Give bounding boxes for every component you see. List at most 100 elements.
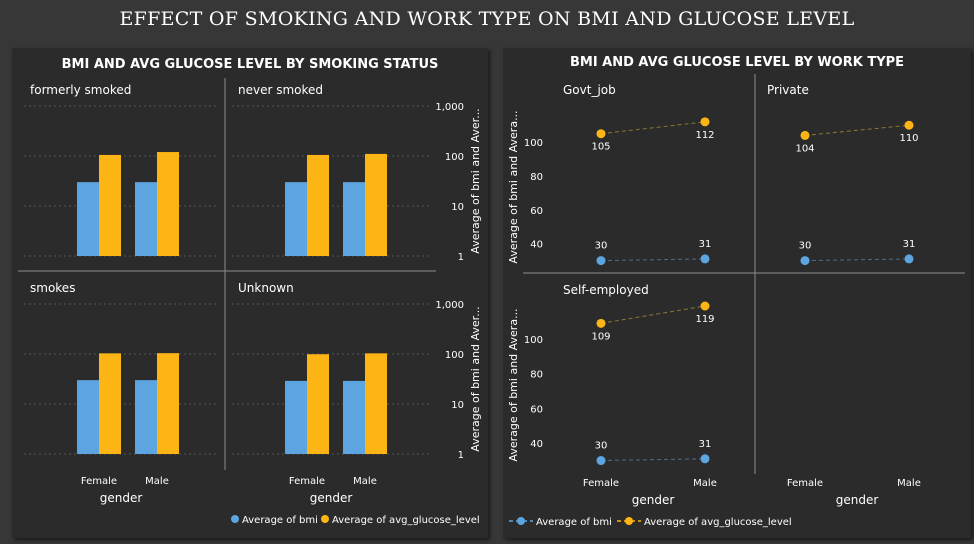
y-tick-label: 10: [451, 202, 464, 213]
legend-label-glucose: Average of avg_glucose_level: [332, 515, 480, 526]
legend-marker-glucose: [625, 517, 633, 525]
y-tick-label: 1,000: [435, 102, 464, 113]
data-label-bmi: 30: [595, 441, 608, 452]
legend-label-bmi: Average of bmi: [242, 515, 318, 526]
data-label-glucose: 110: [899, 133, 918, 144]
smoking-status-chart-panel: BMI AND AVG GLUCOSE LEVEL BY SMOKING STA…: [12, 48, 488, 538]
x-tick-label: Female: [787, 478, 823, 489]
point-bmi: [904, 254, 914, 264]
series-line-bmi: [600, 258, 706, 262]
x-axis-label: gender: [632, 493, 675, 507]
facet-label-never-smoked: never smoked: [238, 83, 323, 97]
series-line-bmi: [804, 258, 910, 262]
work-type-chart-panel: BMI AND AVG GLUCOSE LEVEL BY WORK TYPE 40…: [503, 48, 971, 538]
y-axis-label: Average of bmi and Avera...: [507, 110, 520, 263]
y-tick-label: 1: [458, 450, 464, 461]
facet-label-formerly-smoked: formerly smoked: [30, 83, 131, 97]
y-tick-label: 100: [524, 138, 543, 149]
point-glucose: [596, 318, 606, 328]
series-line-glucose: [600, 305, 706, 324]
smoking-status-chart: BMI AND AVG GLUCOSE LEVEL BY SMOKING STA…: [18, 57, 482, 526]
legend-label-glucose: Average of avg_glucose_level: [644, 517, 792, 528]
x-tick-label: Female: [81, 476, 117, 487]
point-bmi: [700, 454, 710, 464]
legend-marker-bmi: [517, 517, 525, 525]
legend-marker-glucose: [321, 515, 329, 523]
bar-glucose: [365, 153, 387, 256]
y-tick-label: 60: [530, 404, 543, 415]
bar-glucose: [307, 154, 329, 256]
point-glucose: [904, 120, 914, 130]
point-bmi: [596, 456, 606, 466]
bar-glucose: [99, 353, 121, 454]
series-line-bmi: [600, 458, 706, 462]
page-title: EFFECT OF SMOKING AND WORK TYPE ON BMI A…: [119, 8, 855, 30]
bar-glucose: [307, 354, 329, 454]
y-tick-label: 1: [458, 252, 464, 263]
x-tick-label: Male: [353, 476, 377, 487]
bar-bmi: [135, 380, 157, 454]
facet-label-private: Private: [767, 83, 809, 97]
point-glucose: [700, 301, 710, 311]
point-bmi: [700, 254, 710, 264]
chart-title: BMI AND AVG GLUCOSE LEVEL BY WORK TYPE: [570, 55, 904, 70]
x-axis-label: gender: [100, 491, 143, 505]
y-tick-label: 10: [451, 400, 464, 411]
y-tick-label: 80: [530, 370, 543, 381]
bar-glucose: [157, 353, 179, 454]
data-label-glucose: 104: [795, 143, 814, 154]
facet-label-smokes: smokes: [30, 281, 75, 295]
data-label-bmi: 31: [699, 439, 712, 450]
bar-bmi: [343, 182, 365, 256]
bar-bmi: [135, 182, 157, 256]
y-tick-label: 60: [530, 206, 543, 217]
legend-marker-bmi: [231, 515, 239, 523]
bar-glucose: [157, 152, 179, 256]
x-tick-label: Female: [289, 476, 325, 487]
y-axis-label: Average of bmi and Aver...: [469, 108, 482, 253]
bar-bmi: [77, 380, 99, 454]
y-tick-label: 40: [530, 439, 543, 450]
y-axis-label: Average of bmi and Aver...: [469, 306, 482, 451]
data-label-bmi: 31: [699, 239, 712, 250]
y-tick-label: 100: [445, 152, 464, 163]
bar-glucose: [99, 154, 121, 256]
x-tick-label: Female: [583, 478, 619, 489]
y-tick-label: 1,000: [435, 300, 464, 311]
x-tick-label: Male: [897, 478, 921, 489]
bar-bmi: [285, 380, 307, 454]
point-glucose: [800, 130, 810, 140]
point-glucose: [596, 129, 606, 139]
bar-bmi: [285, 182, 307, 256]
legend-label-bmi: Average of bmi: [536, 517, 612, 528]
y-axis-label: Average of bmi and Avera...: [507, 308, 520, 461]
series-line-glucose: [600, 121, 706, 135]
point-glucose: [700, 117, 710, 127]
data-label-glucose: 119: [695, 314, 714, 325]
bar-glucose: [365, 353, 387, 454]
y-tick-label: 100: [445, 350, 464, 361]
data-label-glucose: 105: [591, 142, 610, 153]
data-label-glucose: 112: [695, 130, 714, 141]
work-type-chart: BMI AND AVG GLUCOSE LEVEL BY WORK TYPE 40…: [507, 55, 965, 528]
chart-title: BMI AND AVG GLUCOSE LEVEL BY SMOKING STA…: [62, 57, 439, 72]
y-tick-label: 80: [530, 172, 543, 183]
data-label-glucose: 109: [591, 331, 610, 342]
y-tick-label: 40: [530, 240, 543, 251]
bar-bmi: [77, 182, 99, 256]
facet-label-govt_job: Govt_job: [563, 83, 616, 97]
facet-label-unknown: Unknown: [238, 281, 294, 295]
x-tick-label: Male: [693, 478, 717, 489]
point-bmi: [596, 256, 606, 266]
x-axis-label: gender: [310, 491, 353, 505]
facet-label-self-employed: Self-employed: [563, 283, 649, 297]
data-label-bmi: 30: [799, 241, 812, 252]
data-label-bmi: 31: [903, 239, 916, 250]
bar-bmi: [343, 380, 365, 454]
x-axis-label: gender: [836, 493, 879, 507]
data-label-bmi: 30: [595, 241, 608, 252]
series-line-glucose: [804, 124, 910, 136]
point-bmi: [800, 256, 810, 266]
y-tick-label: 100: [524, 335, 543, 346]
x-tick-label: Male: [145, 476, 169, 487]
